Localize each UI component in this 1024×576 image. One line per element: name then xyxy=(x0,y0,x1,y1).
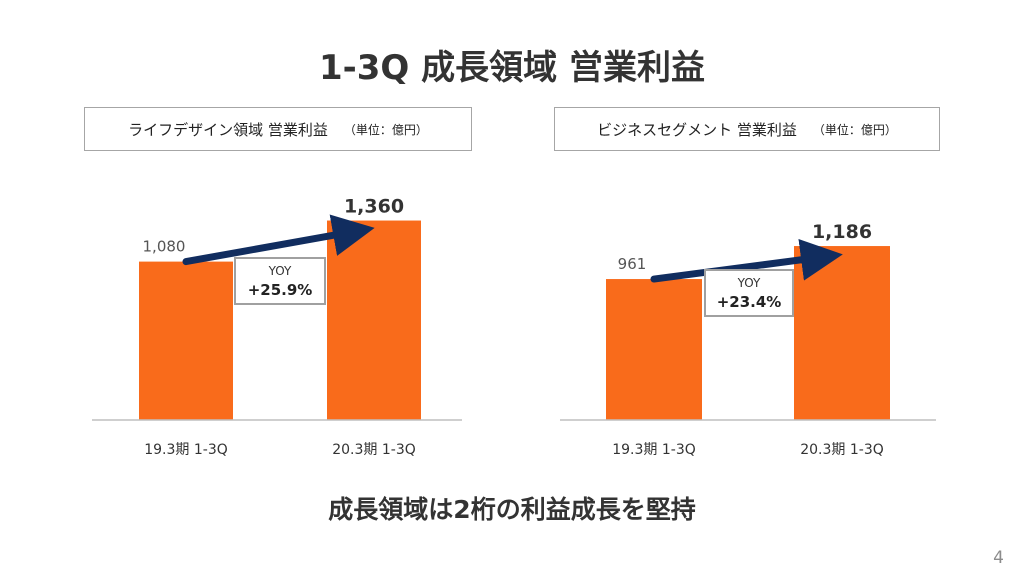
growth-arrow-left xyxy=(182,214,375,266)
value-label-left-1: 1,080 xyxy=(143,238,186,256)
page-number: 4 xyxy=(993,548,1004,568)
bar-chart-left: 1,080 19.3期 1-3Q 1,360 20.3期 1-3Q YOY +25.9% xyxy=(92,196,462,458)
yoy-box-left xyxy=(234,257,326,305)
chart-header-right: ビジネスセグメント 営業利益 （単位：億円） xyxy=(554,107,940,151)
bar-right-2 xyxy=(794,246,890,420)
chart-title-left: ライフデザイン領域 営業利益 xyxy=(128,120,328,139)
yoy-label-right: YOY xyxy=(737,276,761,290)
chart-unit-right: （単位：億円） xyxy=(812,122,897,137)
slide-title: 1-3Q 成長領域 営業利益 xyxy=(318,48,705,88)
yoy-value-right: +23.4% xyxy=(717,293,782,311)
bar-left-2 xyxy=(327,220,421,420)
category-label-left-1: 19.3期 1-3Q xyxy=(144,442,228,458)
value-label-right-1: 961 xyxy=(618,255,647,273)
chart-title-right: ビジネスセグメント 営業利益 xyxy=(597,120,797,139)
yoy-value-left: +25.9% xyxy=(248,281,313,299)
bar-chart-right: 961 19.3期 1-3Q 1,186 20.3期 1-3Q YOY +23.4% xyxy=(560,221,936,458)
footer-message: 成長領域は2桁の利益成長を堅持 xyxy=(328,495,696,524)
yoy-box-right xyxy=(704,269,794,317)
bar-right-1 xyxy=(606,279,702,420)
chart-header-left: ライフデザイン領域 営業利益 （単位：億円） xyxy=(84,107,472,151)
growth-arrow-right xyxy=(650,238,843,283)
value-label-right-2: 1,186 xyxy=(812,221,872,243)
value-label-left-2: 1,360 xyxy=(344,196,404,218)
category-label-right-1: 19.3期 1-3Q xyxy=(612,442,696,458)
bar-left-1 xyxy=(139,261,233,420)
category-label-right-2: 20.3期 1-3Q xyxy=(800,442,884,458)
category-label-left-2: 20.3期 1-3Q xyxy=(332,442,416,458)
chart-unit-left: （単位：億円） xyxy=(343,122,428,137)
yoy-label-left: YOY xyxy=(268,264,292,278)
